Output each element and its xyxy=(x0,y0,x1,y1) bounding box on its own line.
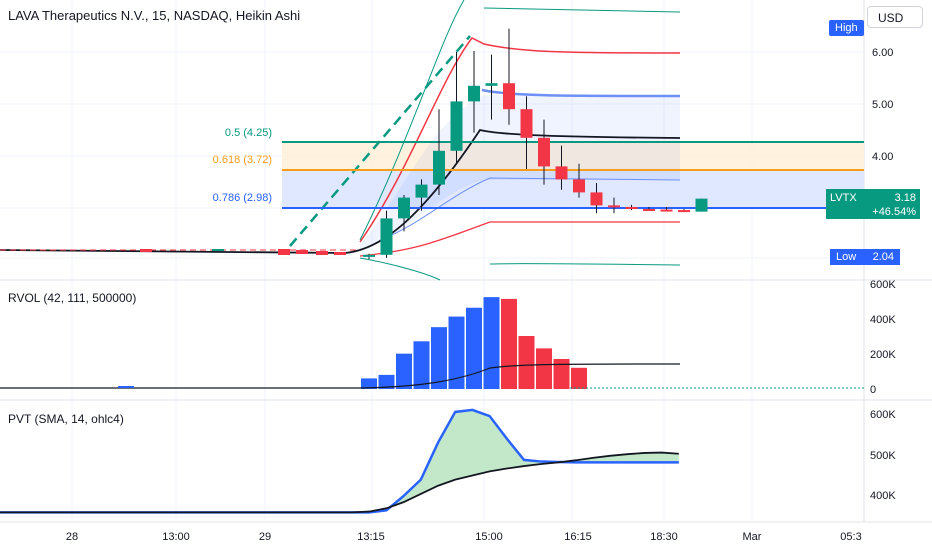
fib-label: 0.5 (4.25) xyxy=(225,127,272,139)
tick-label: 400K xyxy=(870,314,896,326)
time-tick-label: 13:15 xyxy=(357,531,385,543)
symbol-label: LVTX xyxy=(830,192,857,204)
candle xyxy=(695,198,708,212)
candle xyxy=(450,52,463,164)
last-price-badge: LVTX 3.18 +46.54% xyxy=(826,189,920,219)
mid-upper-band xyxy=(481,88,681,98)
pvt-sma-line xyxy=(0,451,679,514)
pre-rally-candles xyxy=(140,249,346,255)
rvol-bar xyxy=(536,348,552,389)
outer-upper-band xyxy=(359,0,681,241)
time-tick-label: 15:00 xyxy=(475,531,503,543)
time-tick-label: 18:30 xyxy=(650,531,678,543)
time-tick-label: 13:00 xyxy=(162,531,190,543)
low-label: Low xyxy=(836,251,857,263)
upper-band xyxy=(359,37,681,243)
tick-label: 5.00 xyxy=(872,99,893,111)
chart-title: LAVA Therapeutics N.V., 15, NASDAQ, Heik… xyxy=(8,8,301,23)
rvol-bar xyxy=(571,367,587,389)
pvt-title[interactable]: PVT (SMA, 14, ohlc4) xyxy=(8,412,124,426)
fib-labels: 0.5 (4.25) 0.618 (3.72) 0.786 (2.98) xyxy=(213,127,272,204)
rvol-bar xyxy=(396,353,412,389)
tick-label: 600K xyxy=(870,409,896,421)
rvol-bar xyxy=(483,297,500,389)
candle xyxy=(625,204,638,211)
rvol-title[interactable]: RVOL (42, 111, 500000) xyxy=(8,291,137,305)
rvol-bar xyxy=(448,316,465,389)
rvol-bar xyxy=(431,327,447,389)
time-axis[interactable]: 28 13:00 29 13:15 15:00 16:15 18:30 Mar 05:3 xyxy=(66,531,862,543)
candle xyxy=(520,96,533,169)
rvol-bar xyxy=(466,307,482,389)
rvol-bar xyxy=(361,378,377,389)
candle xyxy=(538,119,550,185)
candle xyxy=(590,183,603,214)
rvol-axis: 600K 400K 200K 0 xyxy=(870,279,896,396)
fib-lines xyxy=(282,141,864,209)
pvt-axis: 600K 500K 400K xyxy=(870,409,896,502)
fib-label: 0.618 (3.72) xyxy=(213,154,272,166)
trend-dashed-line xyxy=(289,35,471,247)
candle xyxy=(555,145,568,190)
candle xyxy=(573,163,585,198)
lower-inner-band xyxy=(379,177,681,241)
tick-label: 200K xyxy=(870,349,896,361)
candle-series xyxy=(363,28,708,259)
candle xyxy=(433,109,445,195)
time-tick-label: 05:3 xyxy=(840,531,861,543)
candle xyxy=(380,210,393,258)
tick-label: 0 xyxy=(870,384,876,396)
candle xyxy=(643,206,655,212)
rvol-bar xyxy=(413,341,430,389)
time-tick-label: 29 xyxy=(259,531,271,543)
rvol-bar xyxy=(553,358,570,389)
rvol-lines xyxy=(0,363,864,389)
candle xyxy=(468,50,480,133)
fib-label: 0.786 (2.98) xyxy=(213,192,272,204)
basis-line xyxy=(0,128,681,254)
indicator-lines xyxy=(0,0,681,281)
time-tick-label: Mar xyxy=(743,531,762,543)
tick-label: 600K xyxy=(870,279,896,291)
tick-label: 4.00 xyxy=(872,151,893,163)
candle xyxy=(503,28,515,125)
change-value: +46.54% xyxy=(872,206,916,218)
high-badge: High xyxy=(829,20,864,36)
low-value: 2.04 xyxy=(872,251,894,263)
band-fill xyxy=(360,95,680,250)
candle xyxy=(398,195,410,232)
candle xyxy=(485,54,498,120)
tick-label: 500K xyxy=(870,450,896,462)
currency-button[interactable]: USD xyxy=(867,6,923,28)
candle xyxy=(660,206,673,212)
time-tick-label: 16:15 xyxy=(564,531,592,543)
last-price-value: 3.18 xyxy=(894,192,916,204)
rvol-baseline-line xyxy=(0,363,681,389)
rvol-bar xyxy=(501,298,517,389)
outer-lower-band xyxy=(359,257,681,281)
time-tick-label: 28 xyxy=(66,531,78,543)
tick-label: 400K xyxy=(870,490,896,502)
candle xyxy=(678,209,690,213)
candle xyxy=(415,179,428,211)
pvt-fill xyxy=(352,409,679,513)
pvt-series xyxy=(0,408,679,514)
candle xyxy=(608,197,620,214)
tick-label: 6.00 xyxy=(872,47,893,59)
rvol-bar xyxy=(518,336,535,389)
rvol-bar xyxy=(378,374,395,389)
price-axis: 6.00 5.00 4.00 xyxy=(872,47,893,163)
low-badge: Low 2.04 xyxy=(830,249,900,265)
rvol-bar-series xyxy=(361,297,587,389)
candle xyxy=(363,253,375,259)
